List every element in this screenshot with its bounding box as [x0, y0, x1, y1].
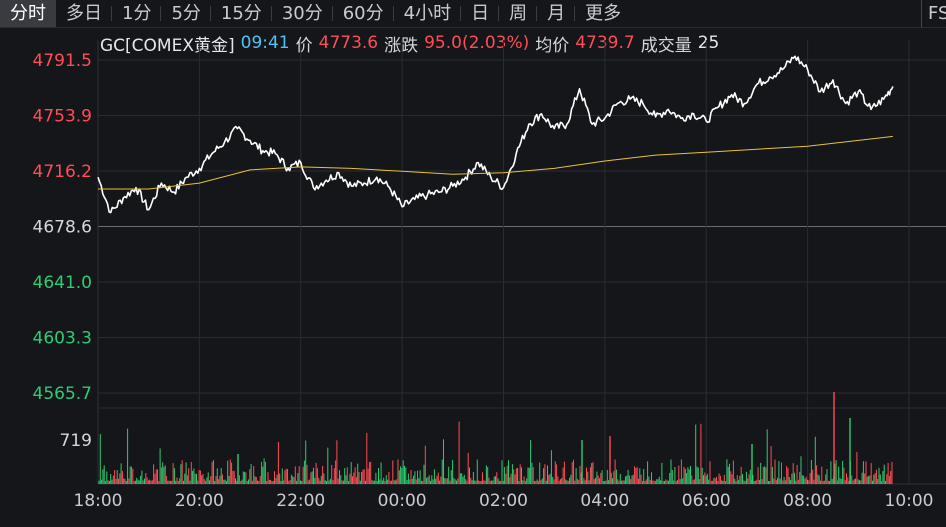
price-line — [97, 55, 894, 214]
price-label: 价 — [295, 35, 313, 56]
volume-value: 25 — [697, 33, 720, 53]
tab-period-3[interactable]: 5分 — [161, 0, 212, 27]
tab-period-4[interactable]: 15分 — [211, 0, 272, 27]
volume-axis-label: 719 — [60, 431, 92, 451]
x-tick-label: 02:00 — [479, 491, 528, 511]
x-tick-label: 00:00 — [378, 491, 427, 511]
x-tick-label: 10:00 — [885, 491, 934, 511]
avg-label: 均价 — [535, 35, 570, 56]
tab-period-7[interactable]: 4小时 — [394, 0, 462, 27]
tabs-divider — [0, 27, 946, 28]
y-tick-label: 4716.2 — [33, 162, 92, 182]
tab-period-6[interactable]: 60分 — [333, 0, 394, 27]
price-value: 4773.6 — [318, 33, 379, 53]
x-tick-label: 08:00 — [783, 491, 832, 511]
quote-time: 09:41 — [240, 33, 290, 53]
tab-edge-label[interactable]: FS — [921, 0, 946, 27]
volume-label: 成交量 — [640, 35, 692, 56]
x-tick-label: 20:00 — [175, 491, 224, 511]
tab-period-0[interactable]: 分时 — [0, 0, 56, 27]
x-tick-label: 06:00 — [682, 491, 731, 511]
tab-period-10[interactable]: 月 — [537, 0, 576, 27]
tab-period-2[interactable]: 1分 — [112, 0, 162, 27]
tab-period-1[interactable]: 多日 — [56, 0, 112, 27]
y-tick-label: 4603.3 — [33, 329, 92, 349]
period-tabs: 分时 多日 1分 5分 15分 30分 60分 4小时日周月更多 — [0, 0, 946, 27]
y-tick-label: 4641.0 — [33, 273, 92, 293]
tab-period-11[interactable]: 更多 — [585, 3, 622, 24]
y-tick-label: 4678.6 — [33, 218, 92, 238]
change-label: 涨跌 — [384, 35, 419, 56]
y-tick-label: 4753.9 — [33, 106, 92, 126]
symbol-name: GC[COMEX黄金] — [100, 35, 235, 56]
y-tick-label: 4791.5 — [33, 51, 92, 71]
tab-period-8[interactable]: 日 — [461, 0, 500, 27]
x-tick-label: 18:00 — [74, 491, 123, 511]
change-value: 95.0(2.03%) — [424, 33, 530, 53]
tab-period-5[interactable]: 30分 — [272, 0, 333, 27]
tab-period-9[interactable]: 周 — [499, 0, 538, 27]
x-tick-label: 04:00 — [580, 491, 629, 511]
x-tick-label: 22:00 — [276, 491, 325, 511]
avg-price-line — [98, 135, 893, 190]
y-tick-label: 4565.7 — [33, 384, 92, 404]
volume-bars — [98, 392, 893, 484]
